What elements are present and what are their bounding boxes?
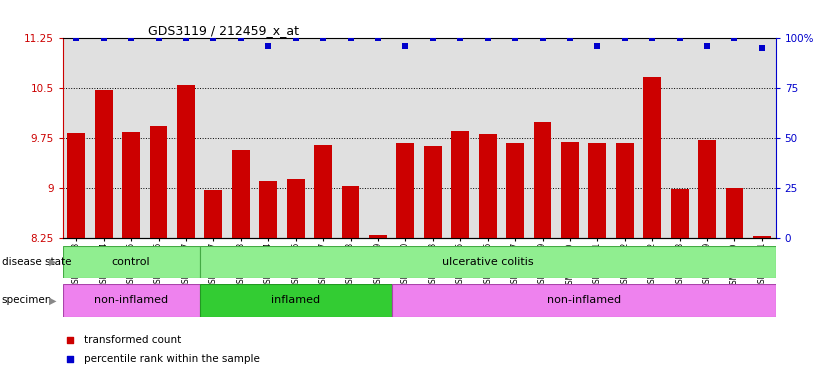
Point	[454, 35, 467, 41]
Bar	[726, 188, 743, 238]
Bar	[199, 284, 392, 317]
Bar	[342, 186, 359, 238]
Bar	[561, 142, 579, 238]
Bar	[95, 89, 113, 238]
Text: ulcerative colitis: ulcerative colitis	[442, 257, 534, 267]
Point	[371, 35, 384, 41]
Text: percentile rank within the sample: percentile rank within the sample	[84, 354, 260, 364]
Text: ▶: ▶	[49, 257, 57, 267]
Bar	[424, 146, 442, 238]
Bar	[287, 179, 304, 238]
Bar	[392, 284, 776, 317]
Point	[179, 35, 193, 41]
Bar	[615, 143, 634, 238]
Bar	[396, 143, 414, 238]
Text: control: control	[112, 257, 150, 267]
Bar	[698, 139, 716, 238]
Bar	[149, 126, 168, 238]
Point	[477, 84, 490, 91]
Point	[728, 35, 741, 41]
Text: specimen: specimen	[2, 295, 52, 306]
Point	[152, 35, 165, 41]
Point	[97, 35, 110, 41]
Point	[618, 35, 631, 41]
Bar	[534, 122, 551, 238]
Bar	[589, 143, 606, 238]
Bar	[177, 85, 195, 238]
Text: non-inflamed: non-inflamed	[546, 295, 620, 306]
Bar	[369, 235, 387, 238]
Bar	[671, 189, 689, 238]
Point	[590, 43, 604, 50]
Point	[207, 35, 220, 41]
Bar	[204, 190, 223, 238]
Bar	[68, 133, 85, 238]
Point	[234, 35, 248, 41]
Point	[646, 35, 659, 41]
Bar	[259, 181, 277, 238]
Point	[399, 43, 412, 50]
Point	[673, 35, 686, 41]
Point	[426, 35, 440, 41]
Bar	[643, 77, 661, 238]
Point	[262, 43, 275, 50]
Bar	[232, 150, 249, 238]
Text: transformed count: transformed count	[84, 335, 181, 345]
Point	[509, 35, 522, 41]
Point	[701, 43, 714, 50]
Bar	[479, 134, 496, 238]
Point	[756, 45, 769, 51]
Point	[69, 35, 83, 41]
Text: ▶: ▶	[49, 295, 57, 306]
Text: disease state: disease state	[2, 257, 71, 267]
Point	[563, 35, 576, 41]
Bar	[123, 132, 140, 238]
Bar	[753, 236, 771, 238]
Bar	[506, 143, 524, 238]
Point	[477, 259, 490, 265]
Point	[344, 35, 357, 41]
Text: non-inflamed: non-inflamed	[94, 295, 168, 306]
Bar	[63, 246, 199, 278]
Point	[289, 35, 303, 41]
Bar	[199, 246, 776, 278]
Point	[535, 35, 549, 41]
Point	[124, 35, 138, 41]
Bar	[451, 131, 470, 238]
Bar	[63, 284, 199, 317]
Point	[481, 35, 495, 41]
Point	[316, 35, 329, 41]
Text: inflamed: inflamed	[271, 295, 320, 306]
Bar	[314, 145, 332, 238]
Text: GDS3119 / 212459_x_at: GDS3119 / 212459_x_at	[148, 24, 299, 37]
